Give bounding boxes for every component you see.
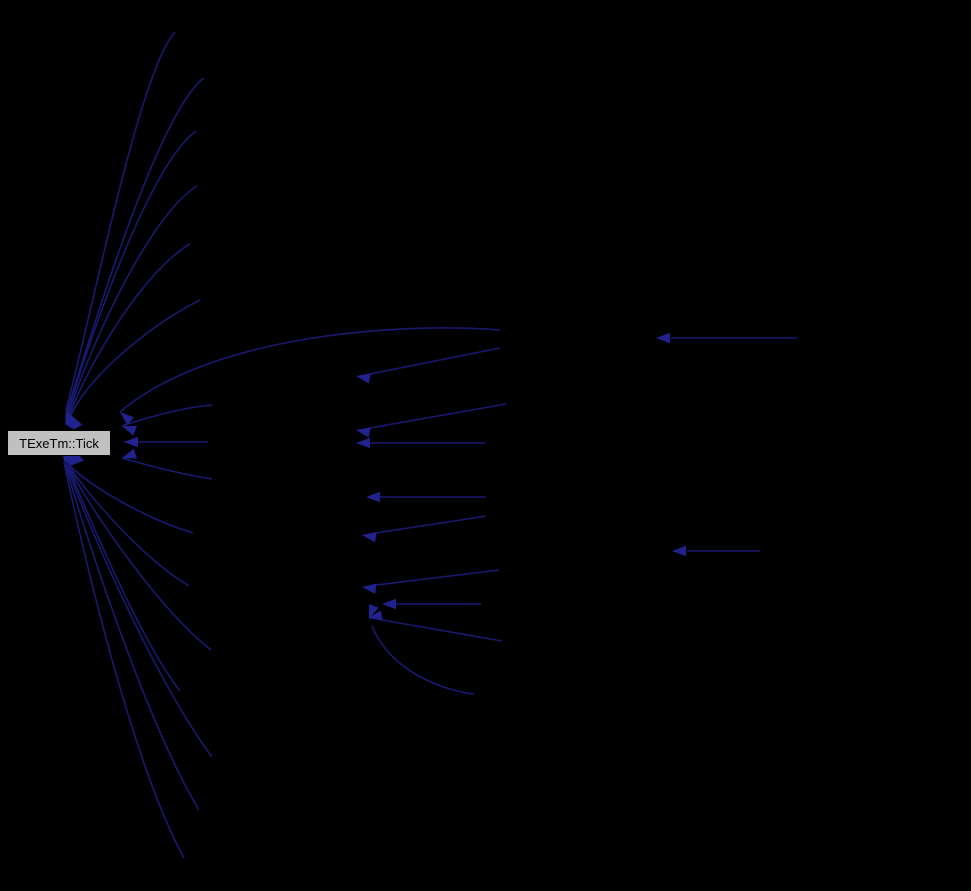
- graph-node-caller[interactable]: [196, 120, 236, 144]
- graph-node-caller[interactable]: [180, 679, 220, 703]
- graph-node-caller[interactable]: [481, 602, 521, 626]
- graph-node-caller[interactable]: [485, 430, 525, 454]
- graph-node-caller[interactable]: [500, 510, 540, 534]
- edge-arrowhead-icon: [124, 436, 138, 448]
- graph-node-caller[interactable]: [200, 290, 240, 314]
- graph-edge: [68, 185, 198, 414]
- edge-arrowhead-icon: [382, 598, 396, 610]
- graph-node-caller[interactable]: [797, 326, 837, 350]
- graph-edge: [69, 243, 191, 415]
- graph-node-caller[interactable]: [474, 683, 514, 707]
- edge-arrowhead-icon: [368, 604, 379, 619]
- graph-node-caller[interactable]: [190, 233, 230, 257]
- graph-edge: [121, 457, 213, 480]
- graph-node-caller[interactable]: [212, 745, 252, 769]
- edge-arrowhead-icon: [71, 415, 83, 430]
- edge-arrowhead-icon: [122, 448, 137, 459]
- graph-node-caller[interactable]: [500, 315, 540, 339]
- graph-edge: [369, 347, 501, 375]
- graph-edge: [63, 461, 185, 859]
- edge-arrowhead-icon: [362, 583, 377, 594]
- graph-edge: [375, 513, 501, 534]
- graph-node-current[interactable]: TExeTm::Tick: [7, 430, 111, 456]
- graph-node-caller[interactable]: [211, 638, 251, 662]
- edge-arrowhead-icon: [362, 532, 377, 543]
- graph-arrowheads: [62, 332, 686, 621]
- edge-arrowhead-icon: [120, 412, 134, 426]
- graph-edge: [121, 404, 213, 427]
- graph-edge: [67, 130, 197, 413]
- graph-edge: [66, 77, 205, 412]
- graph-node-caller[interactable]: [176, 20, 216, 44]
- graph-node-caller[interactable]: [506, 397, 546, 421]
- graph-node-caller[interactable]: [193, 521, 233, 545]
- edge-arrowhead-icon: [656, 332, 670, 344]
- edge-arrowhead-icon: [672, 545, 686, 557]
- graph-node-caller[interactable]: [204, 66, 244, 90]
- graph-node-caller[interactable]: [197, 175, 237, 199]
- graph-node-caller[interactable]: [199, 798, 239, 822]
- graph-node-caller[interactable]: [212, 395, 252, 419]
- graph-node-caller[interactable]: [760, 539, 800, 563]
- edge-arrowhead-icon: [366, 491, 380, 503]
- graph-edge: [70, 299, 201, 416]
- edge-arrowhead-icon: [356, 373, 371, 384]
- graph-edges: [63, 31, 797, 859]
- graph-node-caller[interactable]: [212, 467, 252, 491]
- graph-node-current-label: TExeTm::Tick: [19, 435, 99, 451]
- graph-edge: [64, 462, 200, 811]
- graph-node-caller[interactable]: [184, 846, 224, 870]
- graph-edge: [68, 465, 190, 587]
- graph-node-caller[interactable]: [502, 630, 542, 654]
- edge-arrowhead-icon: [356, 437, 370, 449]
- graph-edge: [67, 464, 212, 651]
- graph-node-caller[interactable]: [208, 431, 248, 455]
- edge-arrowhead-icon: [356, 427, 371, 438]
- graph-edge: [66, 463, 181, 692]
- graph-node-caller[interactable]: [189, 574, 229, 598]
- graph-edge: [371, 625, 475, 695]
- graph-edge: [375, 569, 500, 586]
- edge-arrowhead-icon: [368, 610, 383, 621]
- graph-edge: [65, 31, 176, 411]
- graph-edge: [65, 462, 213, 758]
- graph-edge: [381, 619, 503, 642]
- edge-arrowhead-icon: [122, 425, 137, 436]
- graph-edge: [119, 327, 501, 413]
- graph-node-caller[interactable]: [499, 566, 539, 590]
- graph-edge: [69, 465, 194, 534]
- graph-node-caller[interactable]: [500, 338, 540, 362]
- graph-edge: [369, 403, 507, 429]
